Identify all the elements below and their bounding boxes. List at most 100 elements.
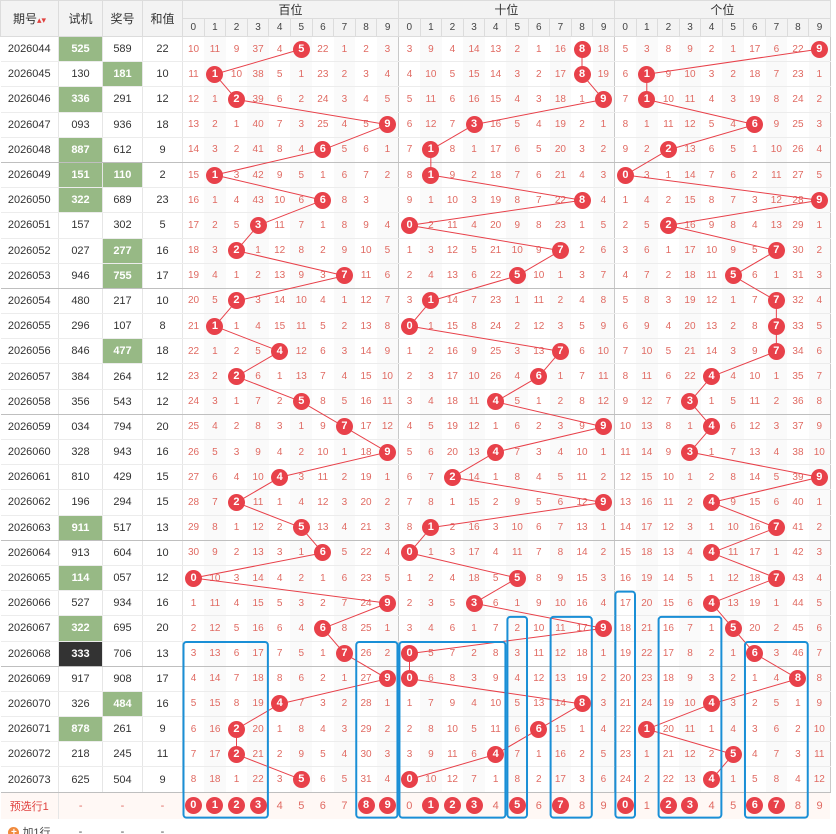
winning-digit-ball: 7 [767,317,785,335]
selected-digit-ball[interactable]: 3 [681,797,699,815]
prediction-digit-hundreds-8[interactable]: 8 [355,791,377,819]
winning-digit-ball: 1 [638,65,656,83]
omission-cell: 18 [636,540,658,566]
omission-cell: 4 [225,590,248,617]
omission-cell: 2 [290,565,313,592]
prediction-digit-hundreds-5[interactable]: 5 [290,791,313,819]
selected-digit-ball[interactable]: 6 [746,797,764,815]
selected-digit-ball[interactable]: 0 [184,797,202,815]
table-row: 2026067 322 695 20 2 12 5 16 6 4 6 8 25 1 3 4 6 1 7 2 10 11 17… [0,615,831,642]
omission-cell: 1 [549,363,572,390]
omission-cell: 1 [420,313,442,340]
prediction-row[interactable]: 预选行1- - -0 1 2 3 4 5 6 7 8 9 0 1 2 3 4 5 6 7 8 9 0 1 2 3 4 5 6 7 8 9 [0,791,831,819]
prediction-digit-hundreds-9[interactable]: 9 [376,791,399,819]
omission-cell: 1 [636,112,658,138]
column-header-period[interactable]: 期号▴▾ [0,0,59,37]
omission-cell: 12 [247,515,269,541]
prediction-digit-units-5[interactable]: 5 [722,791,744,819]
selected-digit-ball[interactable]: 2 [443,797,461,815]
omission-cell: 2 [398,716,421,743]
winning-digit-ball: 9 [378,443,396,461]
prediction-digit-units-7[interactable]: 7 [765,791,788,819]
prediction-digit-hundreds-6[interactable]: 6 [312,791,334,819]
omission-cell: 21 [182,313,205,340]
winning-digit-ball: 2 [659,141,677,159]
prediction-digit-units-6[interactable]: 6 [743,791,766,819]
omission-cell: 29 [182,515,205,541]
prediction-digit-units-8[interactable]: 8 [787,791,809,819]
prediction-digit-tens-7[interactable]: 7 [549,791,572,819]
prediction-digit-hundreds-1[interactable]: 1 [204,791,226,819]
prediction-digit-tens-5[interactable]: 5 [506,791,529,819]
prediction-digit-tens-8[interactable]: 8 [571,791,593,819]
table-row: 2026052 027 277 16 18 3 2 1 12 8 2 9 10 5 1 3 12 5 21 10 9 7 2… [0,238,831,264]
table-row: 2026057 384 264 12 23 2 2 6 1 13 7 4 15 10 2 3 17 10 26 4 6 1… [0,363,831,390]
prediction-digit-tens-6[interactable]: 6 [528,791,550,819]
omission-cell: 2 [614,212,636,239]
omission-cell: 5 [441,61,464,88]
omission-cell: 17 [636,515,658,541]
hit-ball-units: 4 [700,489,723,516]
prediction-digit-hundreds-0[interactable]: 0 [182,791,205,819]
omission-cell: 2 [743,691,766,718]
omission-cell: 9 [636,313,658,340]
omission-cell: 10 [484,691,507,718]
selected-digit-ball[interactable]: 3 [465,797,483,815]
table-row: 2026058 356 543 12 24 3 1 7 2 5 8 5 16 11 3 4 18 11 4 5 1 2 8 1… [0,389,831,415]
prediction-digit-tens-4[interactable]: 4 [484,791,507,819]
add-row[interactable]: + 加1行 - - - [0,818,831,834]
period-cell: 2026073 [0,766,59,793]
prediction-digit-units-2[interactable]: 2 [657,791,680,819]
selected-digit-ball[interactable]: 5 [508,797,526,815]
selected-digit-ball[interactable]: 1 [206,797,224,815]
selected-digit-ball[interactable]: 7 [551,797,569,815]
omission-cell: 5 [765,464,788,491]
prediction-digit-units-3[interactable]: 3 [679,791,701,819]
omission-cell: 3 [333,489,356,516]
winning-number-cell: 217 [102,288,143,315]
prediction-digit-tens-0[interactable]: 0 [398,791,421,819]
omission-cell: 3 [657,288,680,315]
prediction-digit-units-4[interactable]: 4 [700,791,723,819]
prediction-digit-hundreds-7[interactable]: 7 [333,791,356,819]
sum-cell: 9 [142,766,183,793]
selected-digit-ball[interactable]: 2 [659,797,677,815]
winning-digit-ball: 8 [573,695,591,713]
omission-cell: 1 [700,439,723,466]
sum-cell: 12 [142,565,183,592]
selected-digit-ball[interactable]: 1 [422,797,440,815]
hit-ball-units: 4 [700,766,723,793]
omission-cell: 2 [808,515,831,541]
prediction-digit-units-0[interactable]: 0 [614,791,636,819]
sort-up-down-icon[interactable]: ▴▾ [36,15,47,25]
prediction-digit-tens-1[interactable]: 1 [420,791,442,819]
selected-digit-ball[interactable]: 2 [227,797,245,815]
omission-cell: 8 [657,414,680,441]
prediction-digit-hundreds-4[interactable]: 4 [268,791,291,819]
prediction-digit-units-1[interactable]: 1 [636,791,658,819]
sum-cell: 5 [142,212,183,239]
winning-digit-ball: 1 [422,166,440,184]
selected-digit-ball[interactable]: 3 [249,797,267,815]
omission-cell: 2 [312,238,334,264]
prediction-digit-tens-9[interactable]: 9 [592,791,615,819]
table-row: 2026044 525 589 22 10 11 9 37 4 5 22 1 2 3 3 9 4 14 13 2 1 16… [0,36,831,63]
prediction-digit-hundreds-3[interactable]: 3 [247,791,269,819]
prediction-digit-tens-3[interactable]: 3 [463,791,485,819]
selected-digit-ball[interactable]: 9 [379,797,397,815]
prediction-digit-hundreds-2[interactable]: 2 [225,791,248,819]
omission-cell: 1 [808,212,831,239]
selected-digit-ball[interactable]: 0 [616,797,634,815]
selected-digit-ball[interactable]: 7 [767,797,785,815]
prediction-digit-units-9[interactable]: 9 [808,791,831,819]
prediction-digit-tens-2[interactable]: 2 [441,791,464,819]
plus-circle-icon[interactable]: + [8,827,20,834]
selected-digit-ball[interactable]: 8 [357,797,375,815]
trial-number-cell: 887 [58,137,103,163]
add-row-button[interactable]: + 加1行 [0,818,59,834]
sum-cell: 8 [142,313,183,340]
omission-cell: 1 [528,389,550,415]
winning-digit-ball: 9 [594,418,612,436]
add-row-label[interactable]: 加1行 [22,826,51,834]
omission-cell: 5 [808,590,831,617]
